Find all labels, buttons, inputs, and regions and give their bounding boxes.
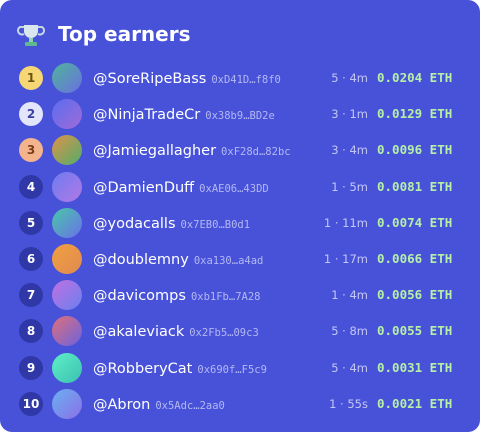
username: @Jamiegallagher: [93, 143, 217, 160]
username: @yodacalls: [93, 215, 176, 232]
leaderboard-row[interactable]: 10 @Abron 0x5Adc…2aa0 1 · 55s 0.0021 ETH: [0, 388, 480, 420]
rank-badge: 2: [19, 102, 43, 127]
username: @DamienDuff: [93, 179, 195, 196]
wallet-address: 0xb1Fb…7A28: [190, 291, 261, 304]
leaderboard-row[interactable]: 1 @SoreRipeBass 0xD41D…f8f0 5 · 4m 0.0204 ET…: [0, 62, 480, 94]
rank-badge: 7: [19, 283, 43, 308]
leaderboard-row[interactable]: 6 @doublemny 0xa130…a4ad 1 · 17m 0.0066 ETH: [0, 243, 480, 275]
leaderboard-row[interactable]: 4 @DamienDuff 0xAE06…43DD 1 · 5m 0.0081 ETH: [0, 171, 480, 203]
user: @NinjaTradeCr 0x38b9…BD2e: [93, 98, 275, 130]
user: @Abron 0x5Adc…2aa0: [93, 388, 225, 420]
earnings: 0.0066 ETH: [377, 251, 453, 266]
earnings: 0.0129 ETH: [377, 106, 453, 122]
wallet-address: 0xAE06…43DD: [199, 182, 269, 195]
username: @doublemny: [93, 252, 189, 268]
earnings: 0.0055 ETH: [377, 323, 453, 339]
trade-stat: 5 · 8m: [331, 324, 368, 339]
wallet-address: 0xF28d…82bc: [221, 146, 291, 159]
trade-stat: 1 · 4m: [331, 288, 368, 303]
avatar: [52, 352, 82, 383]
wallet-address: 0xD41D…f8f0: [211, 74, 281, 86]
leaderboard-row[interactable]: 7 @davicomps 0xb1Fb…7A28 1 · 4m 0.0056 ETH: [0, 279, 480, 311]
trade-stat: 5 · 4m: [331, 360, 368, 375]
username: @akaleviack: [93, 324, 185, 341]
trade-stat: 3 · 1m: [331, 107, 368, 122]
avatar: [52, 280, 82, 311]
earnings: 0.0074 ETH: [377, 214, 453, 230]
wallet-address: 0x7EB0…B0d1: [180, 218, 251, 231]
username: @davicomps: [93, 288, 186, 305]
avatar: [52, 63, 82, 93]
user: @davicomps 0xb1Fb…7A28: [93, 279, 260, 311]
rank-badge: 9: [19, 355, 43, 380]
trade-stat: 5 · 4m: [331, 71, 368, 85]
avatar: [52, 171, 82, 202]
rank-badge: 3: [19, 138, 43, 163]
trade-stat: 1 · 17m: [323, 252, 368, 266]
wallet-address: 0xa130…a4ad: [193, 255, 264, 267]
title: Top earners: [58, 22, 191, 46]
leaderboard-row[interactable]: 8 @akaleviack 0x2Fb5…09c3 5 · 8m 0.0055 ETH: [0, 315, 480, 347]
rank-badge: 5: [19, 210, 43, 235]
user: @RobberyCat 0x690f…F5c9: [93, 352, 267, 384]
earnings: 0.0056 ETH: [377, 287, 453, 303]
trade-stat: 3 · 4m: [331, 143, 368, 158]
avatar: [52, 135, 82, 166]
earnings: 0.0096 ETH: [377, 142, 453, 158]
rank-badge: 8: [19, 319, 43, 344]
rank-badge: 6: [19, 247, 43, 271]
rank-badge: 1: [19, 66, 43, 90]
earnings: 0.0081 ETH: [377, 178, 453, 194]
user: @Jamiegallagher 0xF28d…82bc: [93, 134, 291, 166]
trade-stat: 1 · 5m: [331, 179, 368, 194]
leaderboard-row[interactable]: 5 @yodacalls 0x7EB0…B0d1 1 · 11m 0.0074 ETH: [0, 207, 480, 239]
wallet-address: 0x5Adc…2aa0: [155, 399, 225, 412]
username: @NinjaTradeCr: [93, 107, 201, 124]
trophy-icon: [17, 25, 45, 46]
user: @SoreRipeBass 0xD41D…f8f0: [93, 62, 281, 94]
leaderboard-row[interactable]: 2 @NinjaTradeCr 0x38b9…BD2e 3 · 1m 0.0129 ET…: [0, 98, 480, 130]
avatar: [52, 207, 82, 238]
avatar: [52, 244, 82, 274]
earnings: 0.0031 ETH: [377, 359, 453, 375]
user: @akaleviack 0x2Fb5…09c3: [93, 315, 259, 347]
rank-badge: 10: [19, 391, 43, 416]
username: @RobberyCat: [93, 360, 193, 377]
avatar: [52, 99, 82, 130]
username: @Abron: [93, 396, 151, 413]
user: @yodacalls 0x7EB0…B0d1: [93, 207, 250, 239]
rank-badge: 4: [19, 174, 43, 199]
earnings: 0.0204 ETH: [377, 70, 453, 85]
wallet-address: 0x38b9…BD2e: [205, 110, 275, 123]
leaderboard-row[interactable]: 3 @Jamiegallagher 0xF28d…82bc 3 · 4m 0.0096 …: [0, 134, 480, 166]
wallet-address: 0x690f…F5c9: [197, 363, 267, 376]
trade-stat: 1 · 11m: [323, 215, 368, 230]
avatar: [52, 316, 82, 347]
avatar: [52, 388, 82, 419]
user: @DamienDuff 0xAE06…43DD: [93, 171, 269, 203]
wallet-address: 0x2Fb5…09c3: [189, 327, 259, 340]
trade-stat: 1 · 55s: [329, 396, 368, 411]
user: @doublemny 0xa130…a4ad: [93, 243, 263, 275]
leaderboard-row[interactable]: 9 @RobberyCat 0x690f…F5c9 5 · 4m 0.0031 ETH: [0, 352, 480, 384]
username: @SoreRipeBass: [93, 71, 207, 87]
earnings: 0.0021 ETH: [377, 395, 453, 411]
